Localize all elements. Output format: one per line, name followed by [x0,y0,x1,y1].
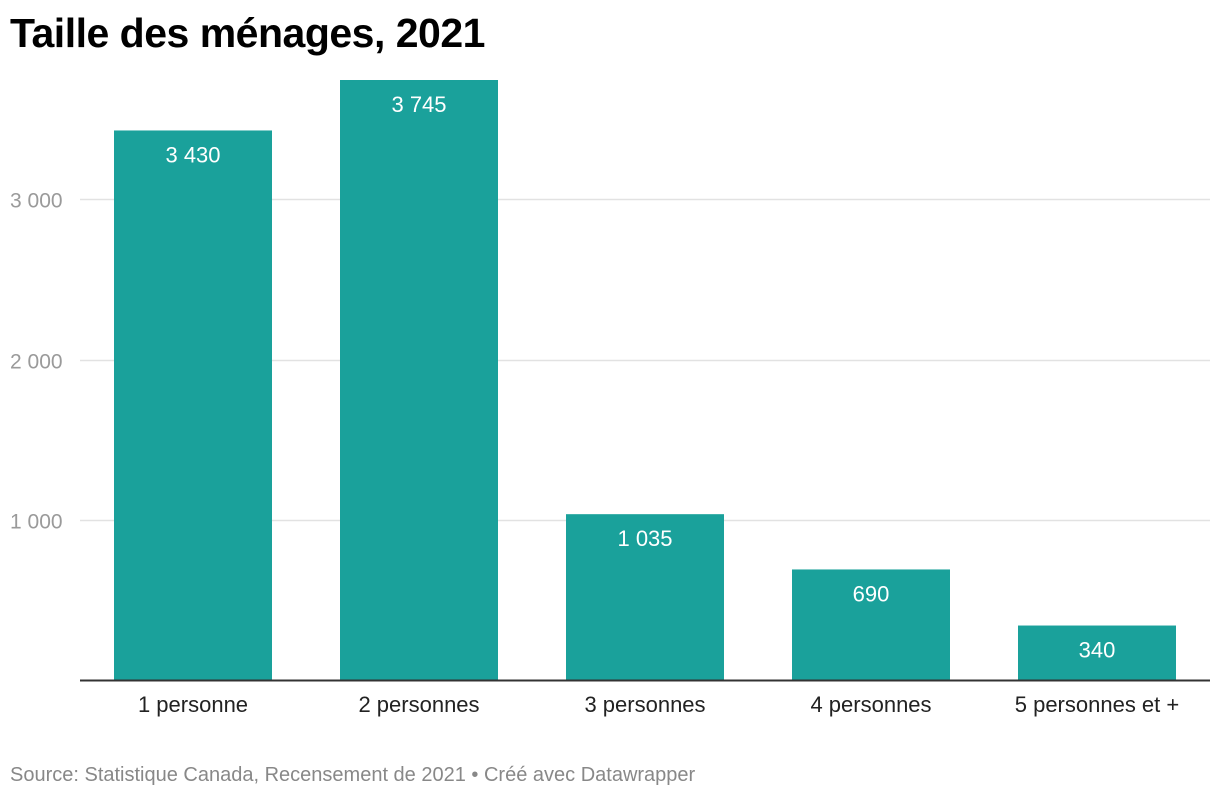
chart-footer: Source: Statistique Canada, Recensement … [10,764,695,787]
bar [114,130,272,680]
data-label: 3 745 [391,92,446,117]
bar [566,514,724,680]
source-note: Source: Statistique Canada, Recensement … [10,764,466,786]
data-label: 1 035 [617,526,672,551]
y-tick-label: 3 000 [10,190,63,213]
bars [114,80,1176,680]
footer-separator: • [465,764,484,786]
bar-chart: 1 000 2 000 3 000 3 430 3 745 1 035 690 340 1 … [10,80,1210,717]
category-labels: 1 personne 2 personnes 3 personnes 4 person… [138,692,1179,717]
data-label: 3 430 [165,142,220,167]
y-tick-label: 2 000 [10,351,63,374]
bar [1018,625,1176,680]
category-label: 3 personnes [584,692,705,717]
datawrapper-credit: Créé avec Datawrapper [483,764,696,786]
category-label: 4 personnes [810,692,931,717]
category-label: 5 personnes et + [1015,692,1180,717]
y-tick-labels: 1 000 2 000 3 000 [10,190,63,534]
data-label: 340 [1079,638,1116,663]
data-labels: 3 430 3 745 1 035 690 340 [165,92,1115,663]
data-label: 690 [853,581,890,606]
bar [340,80,498,680]
y-tick-label: 1 000 [10,511,63,534]
category-label: 1 personne [138,692,248,717]
chart-title: Taille des ménages, 2021 [10,10,485,56]
bar [792,569,950,680]
category-label: 2 personnes [358,692,479,717]
